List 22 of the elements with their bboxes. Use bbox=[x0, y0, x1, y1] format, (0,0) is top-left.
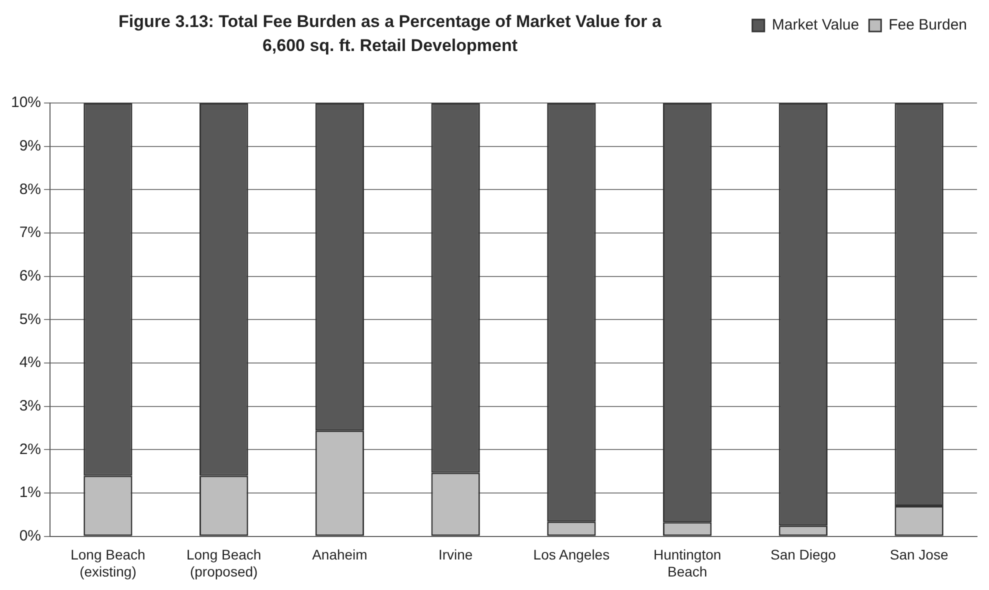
y-tick-label: 4% bbox=[19, 354, 42, 372]
x-tick-label: Long Beach (proposed) bbox=[186, 546, 262, 580]
y-tick-label: 2% bbox=[19, 440, 42, 458]
y-tick-label: 3% bbox=[19, 398, 42, 415]
y-tick-label: 0% bbox=[19, 528, 42, 545]
y-tick-label: 6% bbox=[19, 268, 42, 284]
x-tick-label: Los Angeles bbox=[533, 546, 610, 563]
x-tick-label: Irvine bbox=[438, 546, 473, 563]
chart-title: Figure 3.13: Total Fee Burden as a Percentage of Market Value for a 6,600 sq. ft. Retail Development bbox=[118, 11, 662, 57]
legend-label: Fee Burden bbox=[888, 16, 968, 34]
x-tick-label: Long Beach (existing) bbox=[70, 546, 146, 580]
x-tick-label: San Jose bbox=[890, 546, 948, 563]
x-tick-label: Huntington Beach bbox=[653, 546, 722, 580]
x-tick-label: San Diego bbox=[770, 546, 836, 563]
y-tick-label: 8% bbox=[19, 180, 42, 198]
y-tick-label: 1% bbox=[19, 484, 42, 502]
x-tick-label: Anaheim bbox=[312, 546, 368, 563]
legend-label: Market Value bbox=[772, 16, 860, 34]
y-tick-label: 10% bbox=[10, 94, 42, 112]
y-tick-label: 5% bbox=[19, 310, 42, 328]
y-tick-label: 7% bbox=[19, 224, 42, 242]
y-tick-label: 9% bbox=[19, 137, 42, 154]
